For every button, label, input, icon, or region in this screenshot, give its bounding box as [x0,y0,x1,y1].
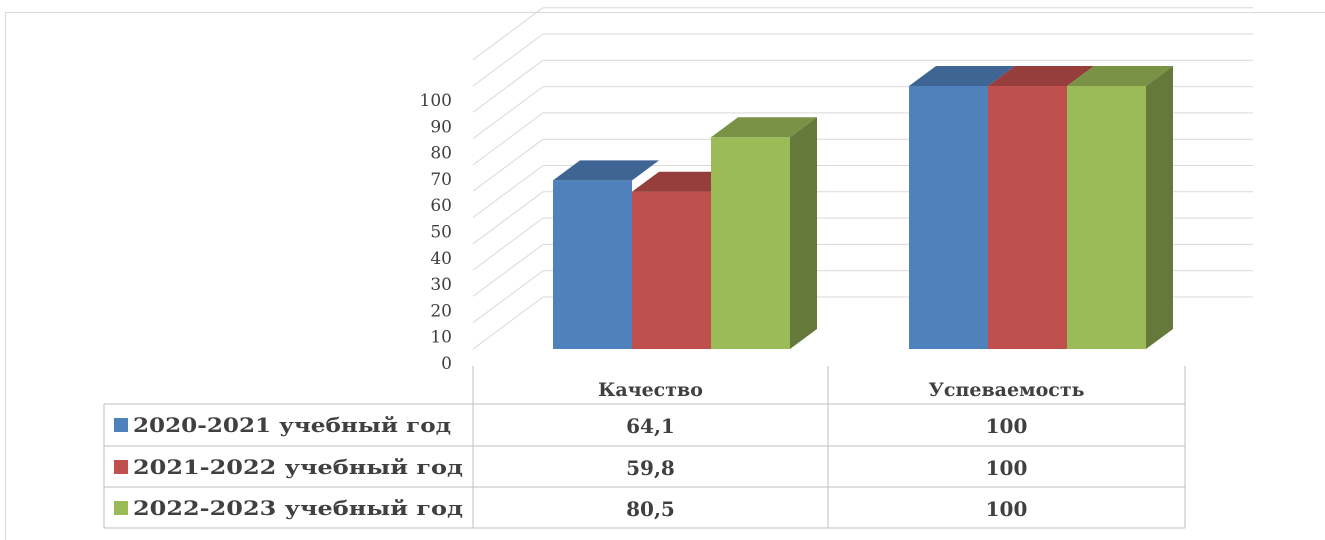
gridline-diagonal [472,86,544,140]
data-cell: 59,8 [626,456,675,480]
category-header: Успеваемость [929,379,1085,401]
y-tick-label: 70 [430,170,452,190]
gridline-diagonal [472,243,544,297]
y-tick-label: 40 [430,249,452,269]
bar-top [1067,66,1173,86]
y-tick-label: 0 [441,354,452,374]
bar-top [909,66,1015,86]
bar-front [632,191,711,349]
bar-2-2 [988,66,1094,349]
legend-swatch [114,460,128,474]
gridline-diagonal [472,7,544,61]
gridline-diagonal [472,165,544,218]
series-name: 2022-2023 учебный год [133,496,463,520]
bar-top [988,66,1094,86]
bar-front [553,180,632,349]
data-table: Качество Успеваемость 2020-2021 учебный го… [103,366,1186,529]
y-tick-label: 20 [430,301,452,321]
legend-swatch [114,418,128,432]
bar-1-2 [632,171,738,349]
y-tick-label: 60 [430,196,452,216]
y-axis-ticks: 0 10 20 30 40 50 60 70 80 90 100 [420,91,452,374]
gridline-diagonal [472,138,544,192]
bar-1-1 [553,160,659,349]
bar-front [1067,86,1146,349]
series-name: 2020-2021 учебный год [133,413,451,437]
bar-2-3 [1067,66,1173,349]
category-header: Качество [598,379,703,401]
bar-front [711,137,790,349]
y-tick-label: 90 [430,117,452,137]
gridline-diagonal [472,112,544,166]
bar-side [1146,66,1173,349]
bars [553,66,1173,349]
bar-2-1 [909,66,1015,349]
y-tick-label: 10 [430,328,452,348]
bar-1-3 [711,117,817,349]
chart-frame [5,12,1325,540]
bar-front [909,86,988,349]
gridline-diagonal [472,296,544,350]
data-cell: 64,1 [626,414,675,438]
bar-side [790,117,817,349]
gridline-diagonal [472,217,544,271]
data-cell: 100 [986,456,1028,480]
series-name: 2021-2022 учебный год [133,455,463,479]
y-tick-label: 50 [430,223,452,243]
y-tick-label: 100 [420,91,452,111]
data-cell: 100 [986,497,1028,521]
gridline-diagonal [472,59,544,113]
y-tick-label: 80 [430,144,452,164]
y-tick-label: 30 [430,275,452,295]
data-cell: 100 [986,414,1028,438]
gridline-diagonal [472,270,544,324]
gridline-diagonal [472,33,544,87]
bar-front [988,86,1067,349]
bar-top [553,160,659,181]
legend-swatch [114,501,128,515]
bar-top [711,117,817,138]
data-cell: 80,5 [626,497,675,521]
gridline-diagonal [472,191,544,245]
